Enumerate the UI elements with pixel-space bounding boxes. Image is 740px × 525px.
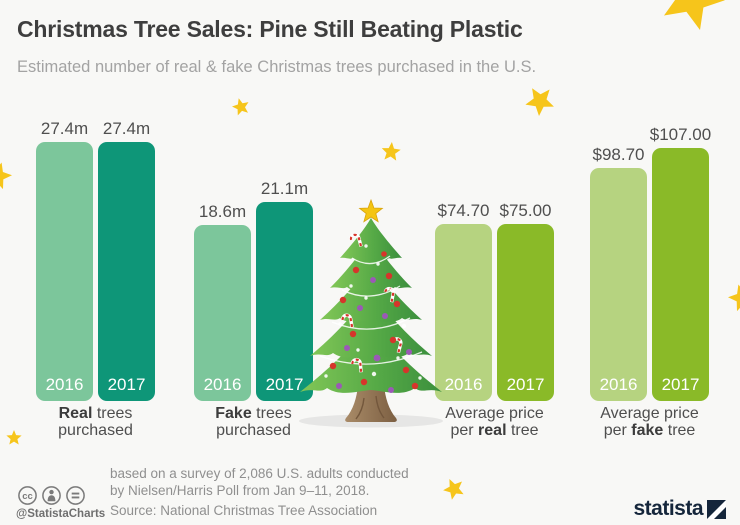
year-label-average-price-fake-tree-2016: 2016	[599, 375, 638, 394]
bar-fake-trees-purchased-2016	[194, 225, 251, 401]
survey-note-line2: by Nielsen/Harris Poll from Jan 9–11, 20…	[110, 482, 370, 498]
star-icon	[6, 430, 22, 445]
survey-note: based on a survey of 2,086 U.S. adults c…	[110, 466, 409, 499]
tree-branches	[300, 218, 442, 393]
year-label-real-trees-purchased-2016: 2016	[45, 375, 84, 394]
attribution-icon	[42, 486, 61, 505]
tree-lights	[324, 244, 422, 380]
svg-text:cc: cc	[22, 491, 33, 502]
value-label-average-price-real-tree-2017: $75.00	[499, 201, 552, 220]
tree-ornaments-purple	[336, 277, 412, 393]
star-icon	[232, 98, 249, 116]
value-label-fake-trees-purchased-2017: 21.1m	[260, 179, 309, 198]
star-icon	[381, 142, 401, 161]
statista-logo-mark-icon	[707, 499, 726, 519]
survey-note-line1: based on a survey of 2,086 U.S. adults c…	[110, 466, 409, 481]
chart-title: Christmas Tree Sales: Pine Still Beating…	[17, 16, 523, 42]
bar-average-price-real-tree-2017	[497, 224, 554, 401]
cc-icon: cc	[18, 486, 37, 505]
bar-average-price-fake-tree-2016	[590, 168, 647, 401]
statista-logo: statista	[633, 497, 726, 521]
star-icon	[728, 284, 740, 312]
bar-real-trees-purchased-2016	[36, 142, 93, 401]
chart-subtitle: Estimated number of real & fake Christma…	[17, 58, 537, 76]
tree-topper-star-icon	[358, 198, 384, 223]
star-icon	[664, 0, 725, 30]
year-label-real-trees-purchased-2017: 2017	[107, 375, 146, 394]
year-label-fake-trees-purchased-2016: 2016	[203, 375, 242, 394]
caption-real-trees-purchased: Real trees purchased	[58, 405, 133, 439]
source-note: Source: National Christmas Tree Associat…	[110, 503, 378, 518]
statista-charts-handle: @StatistaCharts	[16, 508, 106, 520]
creative-commons-license-icons: cc	[18, 486, 85, 505]
bar-real-trees-purchased-2017	[98, 142, 155, 401]
star-icon	[443, 479, 464, 500]
bar-average-price-fake-tree-2017	[652, 148, 709, 401]
no-derivatives-icon	[66, 486, 85, 505]
statista-logo-text: statista	[633, 497, 703, 520]
value-label-real-trees-purchased-2016: 27.4m	[40, 119, 89, 138]
tree-ornaments-red	[329, 251, 419, 390]
star-icon	[525, 88, 554, 116]
value-label-fake-trees-purchased-2016: 18.6m	[198, 202, 247, 221]
tree-garland	[319, 255, 423, 365]
tree-trunk	[345, 384, 397, 422]
value-label-average-price-fake-tree-2017: $107.00	[649, 125, 712, 144]
star-icon	[0, 162, 12, 190]
caption-average-price-fake-tree: Average price per fake tree	[600, 405, 699, 439]
christmas-tree-illustration	[299, 198, 443, 428]
year-label-average-price-fake-tree-2017: 2017	[661, 375, 700, 394]
value-label-real-trees-purchased-2017: 27.4m	[102, 119, 151, 138]
value-label-average-price-fake-tree-2016: $98.70	[592, 145, 645, 164]
candy-canes	[340, 233, 403, 373]
year-label-average-price-real-tree-2017: 2017	[506, 375, 545, 394]
